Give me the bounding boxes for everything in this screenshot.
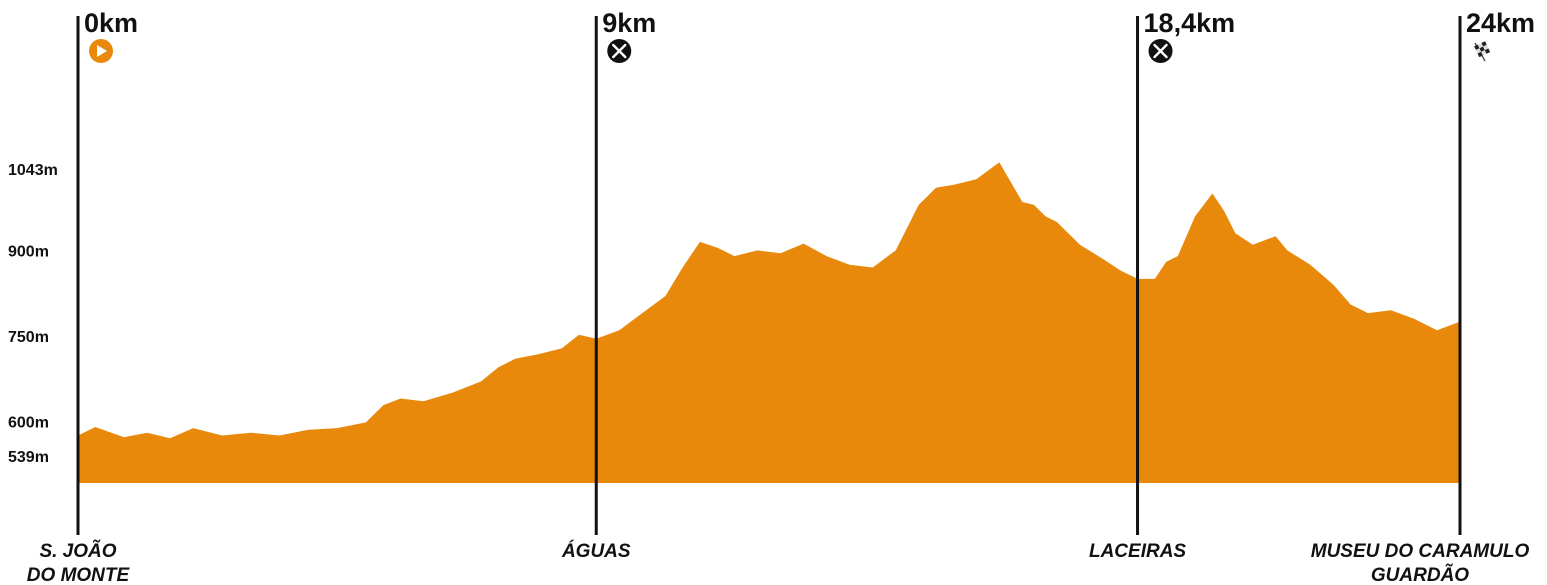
flag-square xyxy=(1481,41,1487,47)
food-aid-icon xyxy=(607,39,632,63)
y-tick-label: 900m xyxy=(8,243,49,260)
y-axis-ticks: 539m 600m 750m 900m 1043m xyxy=(8,162,58,466)
flag-square xyxy=(1477,42,1484,49)
y-tick-label: 539m xyxy=(8,449,49,466)
place-label: GUARDÃO xyxy=(1371,564,1469,585)
finish-flag-icon xyxy=(1474,41,1491,62)
km-label: 0km xyxy=(84,8,138,38)
flag-square xyxy=(1483,44,1489,51)
y-tick-label: 1043m xyxy=(8,162,58,179)
km-label: 9km xyxy=(602,8,656,38)
flag-square xyxy=(1475,48,1482,54)
km-markers: 0km S. JOÃO DO MONTE 9km ÁGUAS 18,4km LACEIRAS… xyxy=(27,8,1535,585)
place-label: S. JOÃO xyxy=(39,540,116,562)
fork-stroke xyxy=(612,43,627,59)
y-tick-label: 750m xyxy=(8,329,49,346)
km-label: 24km xyxy=(1466,8,1535,38)
place-label: ÁGUAS xyxy=(561,540,631,562)
flag-square xyxy=(1479,46,1485,52)
fork-stroke xyxy=(1153,43,1168,59)
place-label: LACEIRAS xyxy=(1089,541,1186,562)
place-label: DO MONTE xyxy=(27,565,131,585)
start-icon xyxy=(89,39,113,63)
flag-square xyxy=(1474,44,1480,50)
flag-square xyxy=(1484,48,1491,54)
place-label: MUSEU DO CARAMULO xyxy=(1311,541,1530,562)
food-aid-icon xyxy=(1148,39,1173,63)
y-tick-label: 600m xyxy=(8,414,49,431)
flag-square xyxy=(1477,51,1483,58)
elevation-area xyxy=(78,162,1460,483)
flag-square xyxy=(1481,50,1487,56)
play-triangle xyxy=(97,45,107,57)
km-label: 18,4km xyxy=(1144,8,1236,38)
